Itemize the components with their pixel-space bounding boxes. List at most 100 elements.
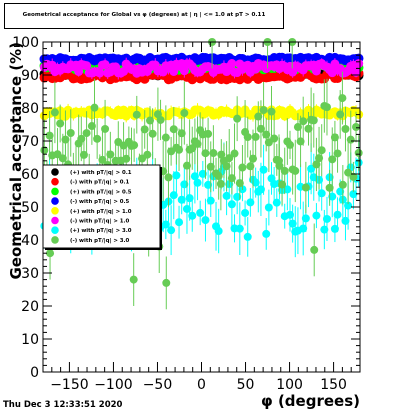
- legend-label: (+) with pT/|q| > 1.0: [70, 209, 132, 215]
- y-tick-label: 30: [21, 266, 39, 282]
- data-point: [317, 189, 326, 198]
- data-point: [278, 180, 287, 189]
- data-point: [216, 179, 225, 188]
- x-axis-label: φ (degrees): [261, 392, 360, 410]
- data-point: [349, 190, 358, 199]
- data-point: [172, 171, 181, 180]
- data-point: [185, 194, 194, 203]
- data-point: [354, 59, 364, 69]
- data-point: [328, 192, 337, 201]
- data-point: [190, 172, 199, 181]
- data-point: [175, 145, 184, 154]
- series-7: [40, 38, 363, 310]
- data-point: [235, 224, 244, 233]
- data-point: [79, 150, 88, 159]
- data-point: [56, 119, 65, 128]
- data-point: [241, 208, 250, 217]
- data-point: [177, 129, 186, 138]
- data-point: [129, 275, 138, 284]
- legend-marker: [51, 226, 59, 234]
- data-point: [193, 139, 202, 148]
- data-point: [341, 125, 350, 134]
- legend-label: (-) with pT/|q| > 1.0: [70, 219, 130, 225]
- data-point: [167, 226, 176, 235]
- data-point: [312, 211, 321, 220]
- data-point: [233, 114, 242, 123]
- data-point: [262, 130, 271, 139]
- data-point: [222, 191, 231, 200]
- data-point: [233, 192, 242, 201]
- legend-marker: [51, 207, 59, 215]
- data-point: [143, 150, 152, 159]
- data-point: [206, 196, 215, 205]
- data-point: [106, 150, 115, 159]
- data-point: [243, 133, 252, 142]
- data-point: [82, 129, 91, 138]
- data-point: [98, 155, 107, 164]
- data-point: [214, 172, 223, 181]
- data-point: [301, 214, 310, 223]
- data-point: [140, 125, 149, 134]
- data-point: [87, 122, 96, 131]
- legend-label: (+) with pT/|q| > 0.5: [70, 189, 132, 195]
- data-point: [330, 224, 339, 233]
- data-point: [182, 161, 191, 170]
- data-point: [45, 131, 54, 140]
- data-point: [145, 116, 154, 125]
- y-tick-label: 90: [21, 68, 39, 84]
- data-point: [66, 128, 75, 137]
- data-point: [330, 133, 339, 142]
- y-tick-label: 40: [21, 233, 39, 249]
- data-point: [209, 149, 218, 158]
- data-point: [148, 129, 157, 138]
- data-point: [50, 108, 59, 117]
- chart-title: Geometrical acceptance for Global vs φ (…: [22, 12, 266, 18]
- data-point: [336, 187, 345, 196]
- chart-title-box: Geometrical acceptance for Global vs φ (…: [4, 3, 284, 29]
- data-point: [222, 162, 231, 171]
- y-tick-label: 60: [21, 167, 39, 183]
- data-point: [188, 144, 197, 153]
- data-point: [243, 232, 252, 241]
- data-point: [230, 149, 239, 158]
- legend-box: [42, 164, 161, 249]
- data-point: [177, 195, 186, 204]
- data-point: [346, 135, 355, 144]
- data-point: [246, 162, 255, 171]
- data-point: [161, 220, 170, 229]
- data-point: [132, 110, 141, 119]
- data-point: [312, 160, 321, 169]
- data-point: [317, 146, 326, 155]
- timestamp: Thu Dec 3 12:33:51 2020: [3, 400, 123, 410]
- legend-marker: [51, 187, 59, 196]
- data-point: [93, 134, 102, 143]
- data-point: [169, 191, 178, 200]
- legend-label: (-) with pT/|q| > 3.0: [70, 238, 130, 244]
- data-point: [280, 166, 289, 175]
- data-point: [262, 229, 271, 238]
- data-point: [310, 245, 319, 254]
- data-point: [251, 178, 260, 187]
- data-point: [162, 278, 171, 287]
- data-point: [204, 129, 213, 138]
- y-axis-label: Geometrical acceptance (%): [7, 42, 25, 280]
- legend-label: (+) with pT/|q| > 0.1: [70, 170, 132, 176]
- data-point: [46, 249, 55, 258]
- data-point: [309, 116, 318, 125]
- data-point: [227, 59, 237, 69]
- data-point: [274, 156, 283, 165]
- data-point: [227, 200, 236, 209]
- y-tick-label: 20: [21, 299, 39, 315]
- data-point: [259, 106, 268, 115]
- data-point: [130, 141, 139, 150]
- data-point: [122, 154, 131, 163]
- data-point: [101, 124, 110, 133]
- y-tick-label: 10: [21, 332, 39, 348]
- data-point: [61, 135, 70, 144]
- data-point: [214, 227, 223, 236]
- data-point: [217, 150, 226, 159]
- data-point: [291, 166, 300, 175]
- data-point: [338, 94, 347, 103]
- data-point: [333, 210, 342, 219]
- data-point: [320, 225, 329, 234]
